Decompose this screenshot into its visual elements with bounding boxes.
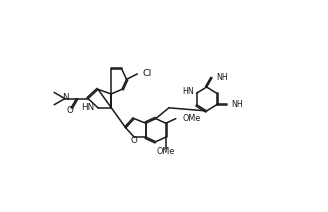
Text: NH: NH bbox=[216, 73, 228, 82]
Text: Cl: Cl bbox=[143, 70, 152, 78]
Text: OMe: OMe bbox=[157, 147, 175, 156]
Text: NH: NH bbox=[231, 100, 243, 109]
Text: HN: HN bbox=[182, 87, 194, 96]
Text: O: O bbox=[130, 136, 137, 145]
Text: HN: HN bbox=[81, 103, 94, 112]
Text: O: O bbox=[67, 106, 74, 115]
Text: N: N bbox=[62, 93, 69, 102]
Text: OMe: OMe bbox=[183, 114, 201, 123]
